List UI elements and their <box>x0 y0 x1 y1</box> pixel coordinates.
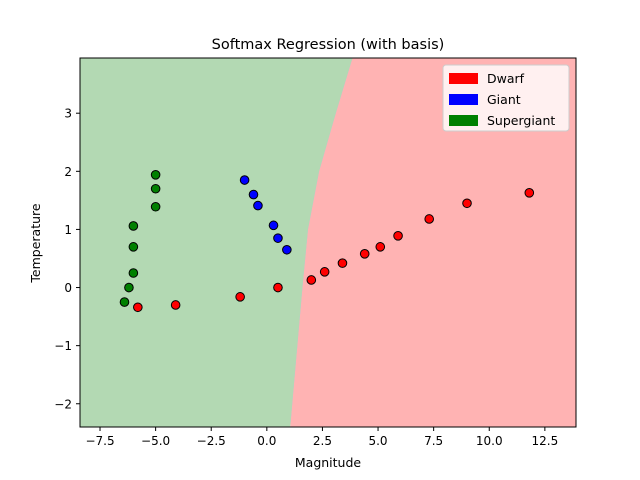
data-point <box>273 282 283 293</box>
legend: Dwarf Giant Supergiant <box>442 64 570 132</box>
legend-label: Dwarf <box>487 71 525 86</box>
y-tick-label: 1 <box>64 223 72 237</box>
data-point <box>128 242 139 252</box>
data-point <box>282 244 292 255</box>
data-point <box>150 170 161 180</box>
data-point <box>253 200 263 211</box>
data-point <box>319 267 330 277</box>
y-tick-label: 0 <box>64 281 72 295</box>
data-point <box>524 188 535 198</box>
series-supergiant <box>119 170 161 307</box>
legend-swatch <box>449 115 478 126</box>
plot-frame <box>79 57 577 428</box>
data-point <box>128 268 139 278</box>
x-tick-label: 0.0 <box>257 434 276 448</box>
chart-title: Softmax Regression (with basis) <box>212 37 445 53</box>
data-point <box>150 183 161 194</box>
series-giant <box>239 175 292 255</box>
data-point <box>248 189 259 200</box>
x-tick-label: −5.0 <box>141 434 170 448</box>
data-point <box>268 220 279 231</box>
region-dwarf <box>290 58 576 427</box>
y-tick-label: −1 <box>54 339 72 353</box>
x-tick-label: 2.5 <box>313 434 332 448</box>
data-point <box>375 242 386 252</box>
x-tick-label: −7.5 <box>85 434 114 448</box>
decision-regions <box>80 58 576 427</box>
axes: −7.5 −5.0 −2.5 0.0 2.5 5.0 7.5 10.0 12.5 −2 −1 0 1 2 3 <box>54 57 577 448</box>
data-point <box>170 300 181 310</box>
data-point <box>393 231 403 241</box>
x-tick-label: 5.0 <box>368 434 387 448</box>
legend-swatch <box>449 73 478 84</box>
data-point <box>124 282 134 293</box>
data-point <box>306 275 317 285</box>
data-point <box>128 221 139 231</box>
region-supergiant <box>80 58 353 427</box>
data-point <box>424 214 435 224</box>
x-tick-label: 12.5 <box>532 434 559 448</box>
y-tick-label: −2 <box>54 397 72 411</box>
data-point <box>133 302 143 313</box>
data-point <box>359 249 370 259</box>
x-tick-label: 10.0 <box>476 434 503 448</box>
data-point <box>462 198 472 209</box>
legend-label: Supergiant <box>487 113 555 128</box>
y-tick-label: 3 <box>64 107 72 121</box>
y-axis-label: Temperature <box>28 203 43 283</box>
data-point <box>273 233 283 243</box>
x-tick-label: 7.5 <box>424 434 443 448</box>
data-point <box>239 175 250 185</box>
legend-swatch <box>449 94 478 105</box>
series-dwarf <box>133 188 535 313</box>
data-point <box>150 201 161 212</box>
data-point <box>119 297 130 307</box>
data-point <box>235 292 245 302</box>
data-point <box>337 258 348 268</box>
legend-label: Giant <box>487 92 521 107</box>
data-points <box>119 170 535 313</box>
x-tick-label: −2.5 <box>197 434 226 448</box>
x-axis-label: Magnitude <box>295 455 362 470</box>
y-tick-label: 2 <box>64 165 72 179</box>
